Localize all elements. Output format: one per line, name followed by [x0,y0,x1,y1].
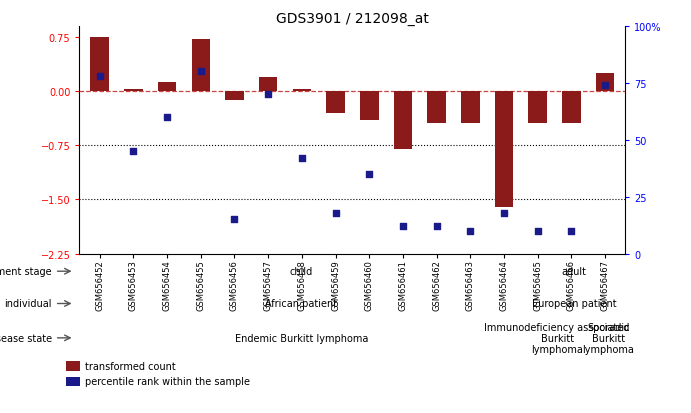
Text: disease state: disease state [0,333,52,343]
Bar [360,92,379,121]
Bar [394,92,413,150]
Point [498,210,509,216]
Bar [461,92,480,124]
Text: African patient: African patient [265,299,337,309]
Bar [259,77,277,92]
Bar [562,92,580,124]
Bar [326,92,345,114]
Text: development stage: development stage [0,266,52,277]
Point [431,223,442,230]
Bar [225,92,244,101]
Text: individual: individual [4,299,52,309]
Bar [596,74,614,92]
Point [532,228,543,235]
Bar [529,92,547,124]
Text: child: child [290,266,313,277]
Point [296,155,307,162]
Bar [428,92,446,124]
Text: Endemic Burkitt lymphoma: Endemic Burkitt lymphoma [234,333,368,343]
Point [263,92,274,98]
Point [465,228,476,235]
Point [566,228,577,235]
Bar [191,40,210,92]
Text: Sporadic
Burkitt
lymphoma: Sporadic Burkitt lymphoma [583,322,634,354]
Point [162,114,173,121]
Title: GDS3901 / 212098_at: GDS3901 / 212098_at [276,12,429,26]
Bar [158,83,176,92]
Bar [495,92,513,207]
Point [397,223,408,230]
Bar [292,90,311,92]
Point [128,149,139,155]
Point [229,216,240,223]
Text: Immunodeficiency associated
Burkitt
lymphoma: Immunodeficiency associated Burkitt lymp… [484,322,630,354]
Text: percentile rank within the sample: percentile rank within the sample [85,377,250,387]
Point [600,83,611,89]
Bar [66,377,80,387]
Text: transformed count: transformed count [85,361,176,371]
Bar [66,361,80,370]
Bar [91,38,109,92]
Text: European patient: European patient [532,299,616,309]
Point [363,171,375,178]
Point [330,210,341,216]
Bar [124,90,142,92]
Point [196,69,207,76]
Text: adult: adult [562,266,587,277]
Point [94,74,105,80]
